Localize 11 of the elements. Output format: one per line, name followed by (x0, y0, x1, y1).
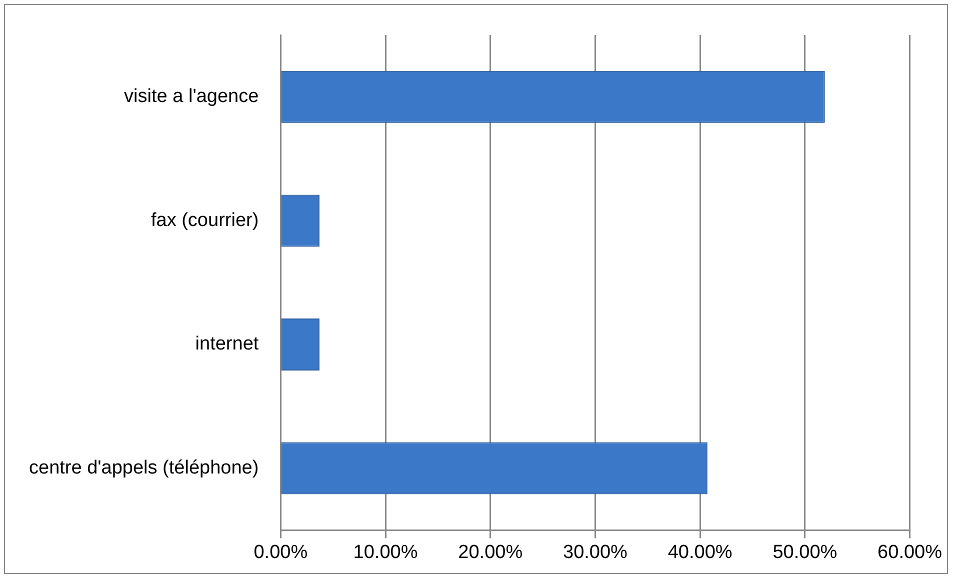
x-tick-label: 20.00% (458, 542, 523, 563)
x-tick-label: 60.00% (878, 542, 942, 563)
x-tick-label: 30.00% (563, 542, 628, 563)
y-tick-label: visite a l'agence (124, 86, 259, 108)
y-tick-label: internet (195, 334, 260, 355)
x-tick-label: 10.00% (353, 542, 418, 563)
x-tick-label: 40.00% (668, 542, 732, 563)
x-tick-label: 50.00% (772, 542, 838, 563)
y-tick-label: fax (courrier) (150, 210, 259, 231)
y-tick-label: centre d'appels (téléphone) (29, 458, 259, 479)
x-tick-label: 0.00% (254, 542, 308, 563)
